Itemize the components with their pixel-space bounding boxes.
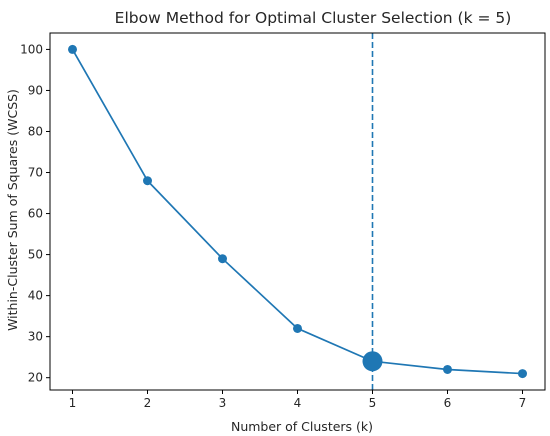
x-tick-label: 7 [519, 396, 527, 410]
y-tick-label: 80 [28, 124, 43, 138]
y-tick-label: 100 [20, 42, 43, 56]
data-point [143, 176, 152, 186]
y-tick-label: 90 [28, 83, 43, 97]
y-tick-label: 60 [28, 207, 43, 221]
x-tick-label: 3 [219, 396, 227, 410]
plot-area: 1 2 3 4 5 6 7 20 30 40 50 60 70 80 90 100 [20, 32, 546, 410]
data-point [443, 364, 452, 374]
x-tick-label: 1 [69, 396, 77, 410]
plot-frame [49, 32, 546, 391]
x-tick-label: 2 [144, 396, 152, 410]
x-tick-label: 6 [444, 396, 452, 410]
y-tick-label: 20 [28, 371, 43, 385]
data-point [218, 254, 227, 264]
x-tick-label: 5 [369, 396, 377, 410]
y-tick-label: 70 [28, 166, 43, 180]
y-tick-label: 50 [28, 248, 43, 262]
data-point [68, 44, 77, 54]
x-axis-label: Number of Clusters (k) [231, 419, 373, 434]
data-point [518, 369, 527, 379]
data-point [293, 323, 302, 333]
y-tick-label: 30 [28, 330, 43, 344]
x-tick-label: 4 [294, 396, 302, 410]
chart-title: Elbow Method for Optimal Cluster Selecti… [115, 9, 512, 27]
y-tick-label: 40 [28, 289, 43, 303]
optimal-k-point [362, 351, 383, 372]
y-axis-label: Within-Cluster Sum of Squares (WCSS) [5, 89, 20, 331]
